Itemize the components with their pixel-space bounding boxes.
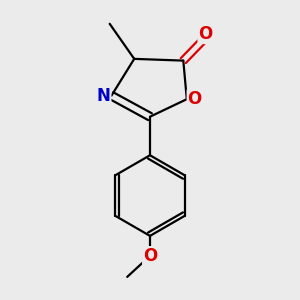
Text: N: N	[97, 87, 111, 105]
Text: O: O	[143, 247, 157, 265]
Text: O: O	[198, 25, 212, 43]
Text: O: O	[188, 90, 202, 108]
